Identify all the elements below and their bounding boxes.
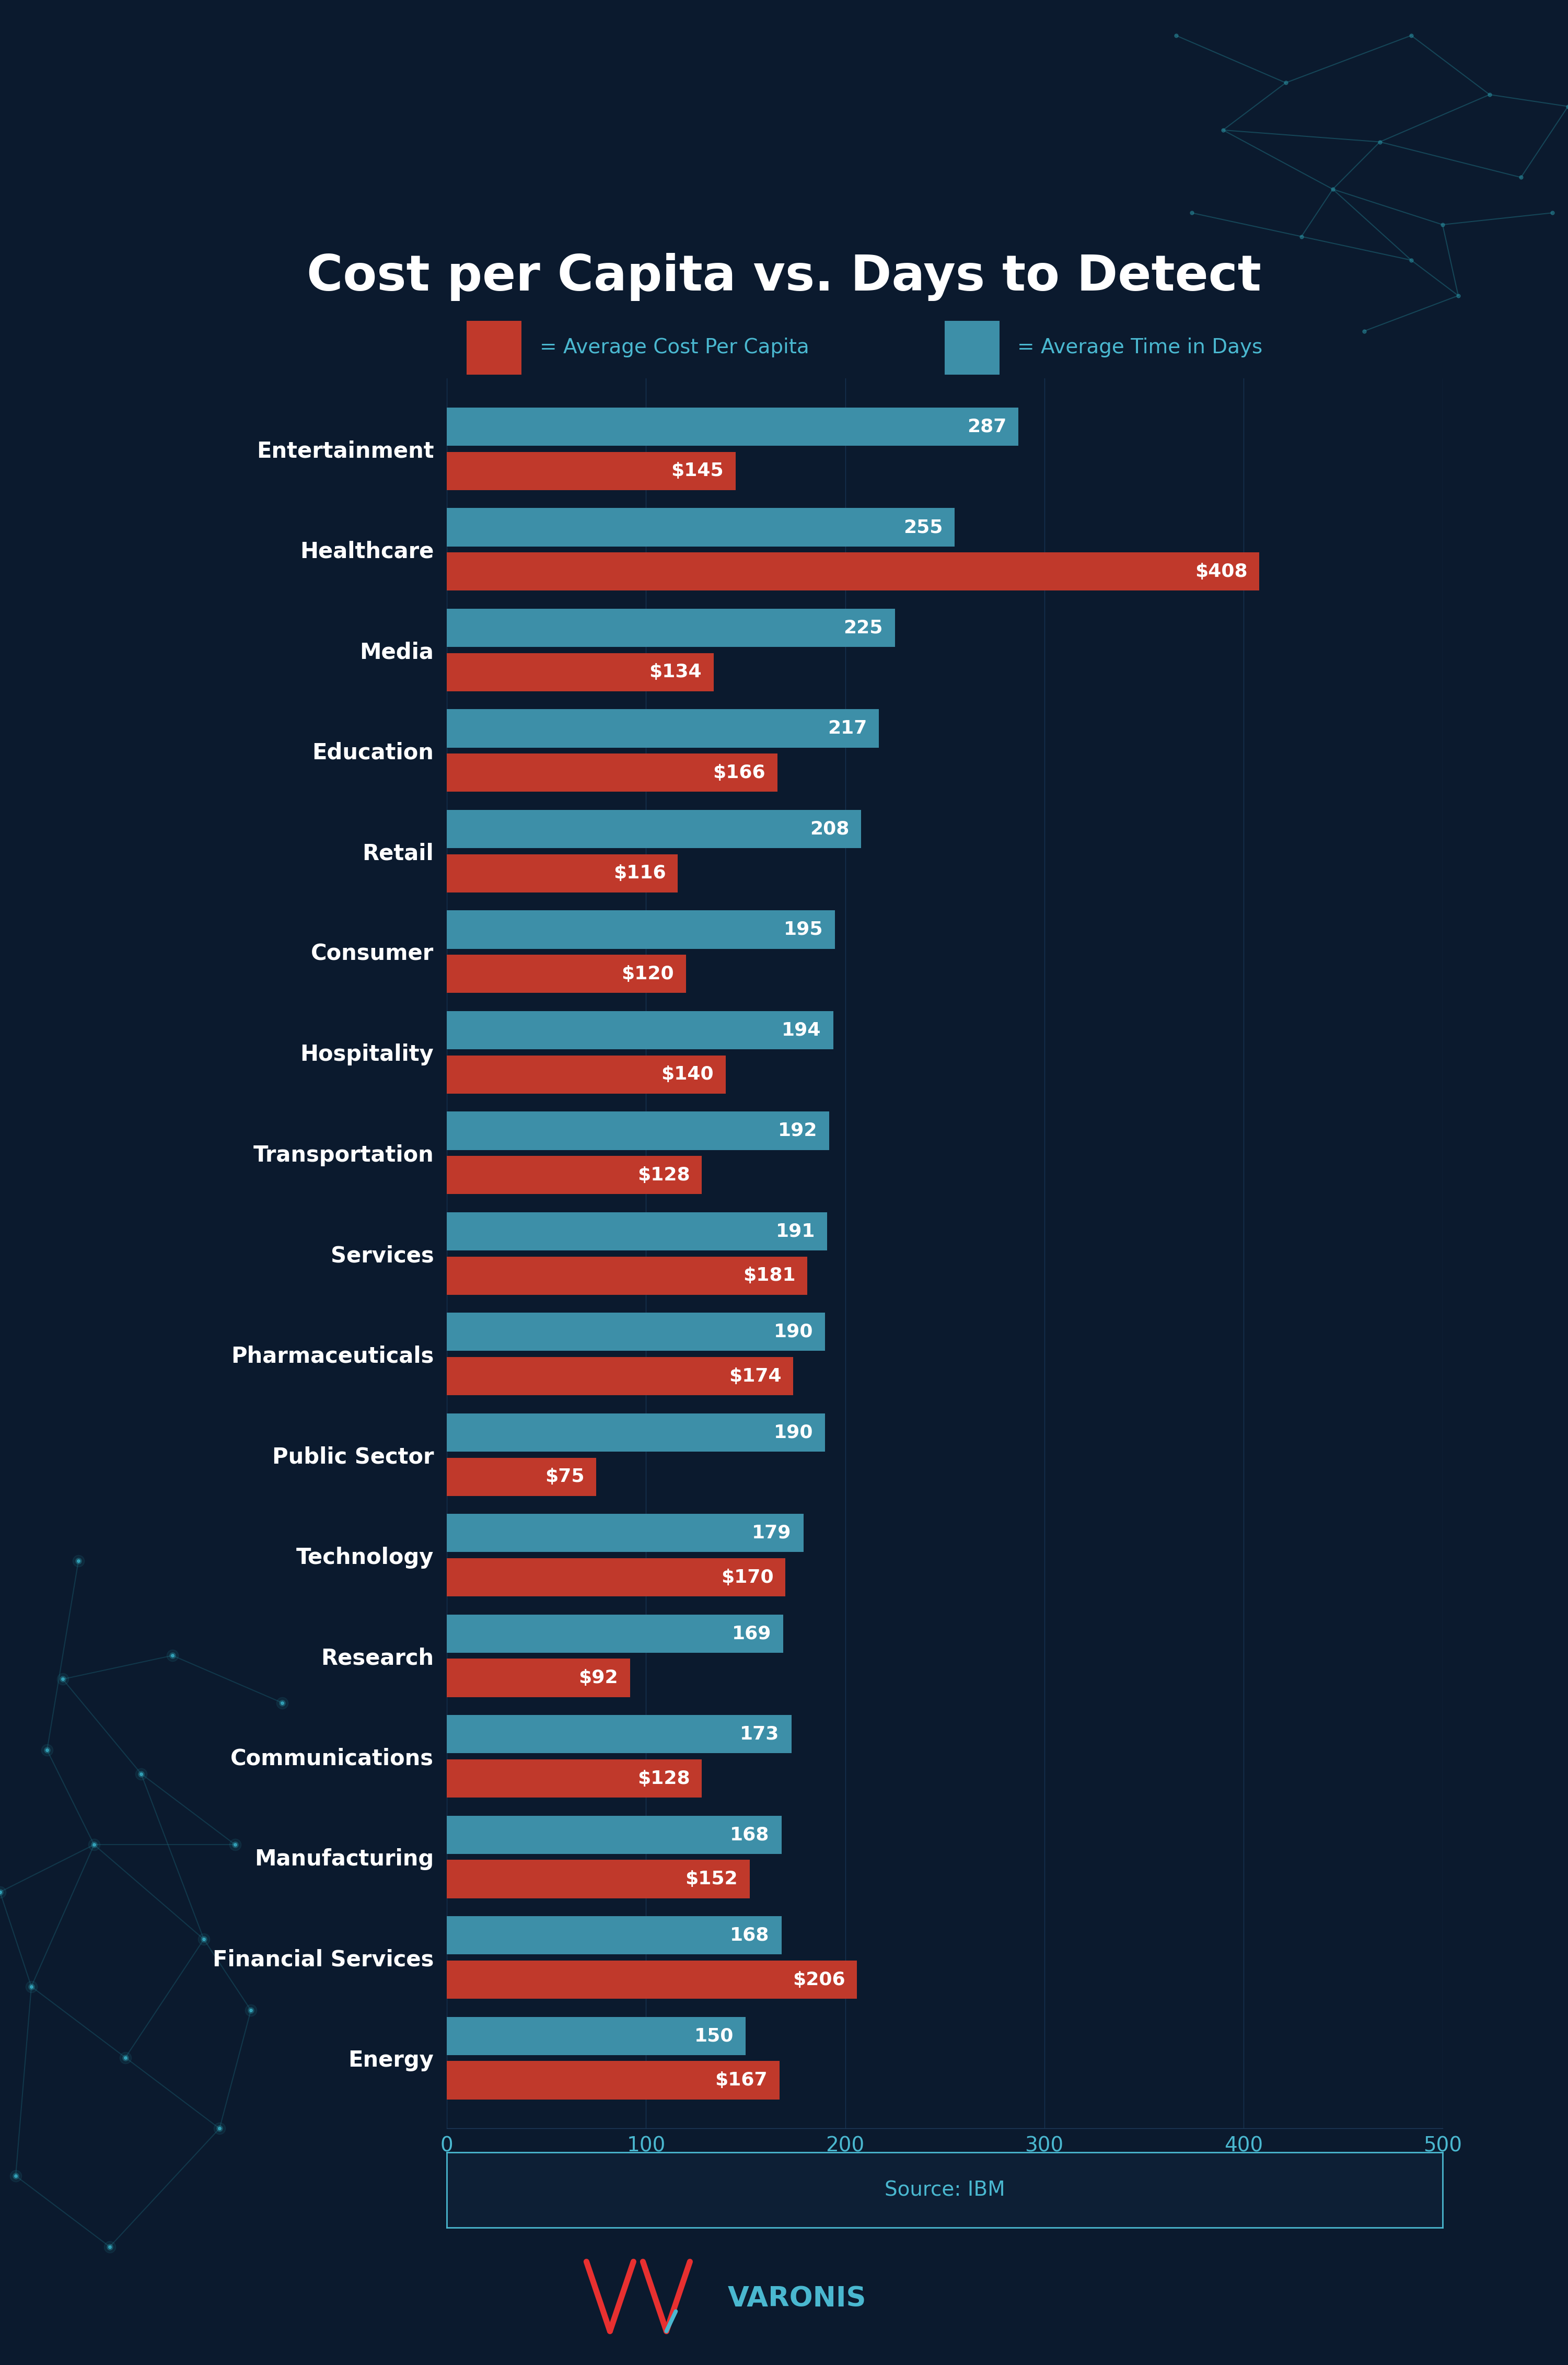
- Bar: [447, 955, 685, 993]
- Text: $120: $120: [621, 965, 674, 984]
- Text: $92: $92: [579, 1670, 618, 1686]
- Text: $75: $75: [544, 1469, 585, 1485]
- Bar: [447, 1658, 630, 1698]
- Bar: [447, 809, 861, 849]
- Text: 225: 225: [844, 620, 883, 636]
- Bar: [447, 608, 895, 648]
- Bar: [447, 1112, 829, 1149]
- Text: $134: $134: [649, 662, 702, 681]
- Bar: [447, 407, 1018, 445]
- Text: $181: $181: [743, 1268, 795, 1284]
- Text: $408: $408: [1195, 563, 1248, 579]
- Text: 195: 195: [784, 920, 823, 939]
- Text: 287: 287: [967, 419, 1007, 435]
- Bar: [447, 754, 778, 792]
- Bar: [447, 1457, 596, 1495]
- Text: $152: $152: [685, 1871, 737, 1887]
- Text: $128: $128: [637, 1166, 690, 1185]
- Bar: [447, 911, 836, 948]
- Text: 150: 150: [695, 2027, 734, 2046]
- Bar: [447, 452, 735, 490]
- Bar: [447, 1961, 858, 1998]
- Text: 173: 173: [740, 1726, 779, 1743]
- Text: $145: $145: [671, 461, 724, 480]
- Text: VARONIS: VARONIS: [728, 2285, 866, 2313]
- Text: $116: $116: [613, 863, 666, 882]
- Text: $170: $170: [721, 1568, 773, 1587]
- Text: $167: $167: [715, 2072, 767, 2088]
- Bar: [447, 1414, 825, 1452]
- Text: 194: 194: [782, 1022, 822, 1038]
- Text: 191: 191: [776, 1223, 815, 1239]
- Text: 190: 190: [775, 1322, 814, 1341]
- Text: 192: 192: [778, 1121, 817, 1140]
- Bar: [447, 1055, 726, 1093]
- Text: 168: 168: [731, 1927, 770, 1944]
- Text: 217: 217: [828, 719, 867, 738]
- Bar: [447, 2062, 779, 2100]
- Bar: [447, 1715, 792, 1752]
- Text: $174: $174: [729, 1367, 781, 1386]
- Bar: [944, 322, 999, 374]
- Bar: [447, 653, 713, 691]
- Bar: [447, 1615, 784, 1653]
- Bar: [467, 322, 522, 374]
- Bar: [447, 1256, 808, 1294]
- Bar: [447, 508, 955, 546]
- Bar: [447, 710, 880, 747]
- Bar: [447, 1012, 833, 1050]
- Bar: [447, 1156, 702, 1194]
- Bar: [447, 1358, 793, 1395]
- Text: 255: 255: [903, 518, 942, 537]
- Text: $206: $206: [792, 1970, 845, 1989]
- Bar: [447, 1514, 803, 1551]
- Bar: [447, 1313, 825, 1350]
- Text: 190: 190: [775, 1424, 814, 1440]
- Bar: [447, 854, 677, 892]
- Text: Cost per Capita vs. Days to Detect: Cost per Capita vs. Days to Detect: [307, 253, 1261, 300]
- Bar: [447, 2017, 746, 2055]
- Text: Source: IBM: Source: IBM: [884, 2181, 1005, 2199]
- Text: = Average Cost Per Capita: = Average Cost Per Capita: [539, 338, 809, 357]
- Text: 208: 208: [809, 821, 850, 837]
- Bar: [447, 1760, 702, 1797]
- Text: 169: 169: [732, 1625, 771, 1644]
- Bar: [447, 553, 1259, 591]
- Bar: [447, 1916, 781, 1953]
- Bar: [447, 1859, 750, 1899]
- Text: $166: $166: [713, 764, 765, 780]
- Bar: [447, 1559, 786, 1596]
- Bar: [447, 1213, 828, 1251]
- Text: 168: 168: [731, 1826, 770, 1845]
- Bar: [447, 1816, 781, 1854]
- Text: $140: $140: [662, 1067, 713, 1083]
- Text: $128: $128: [637, 1769, 690, 1788]
- Text: = Average Time in Days: = Average Time in Days: [1018, 338, 1262, 357]
- Text: 179: 179: [753, 1523, 792, 1542]
